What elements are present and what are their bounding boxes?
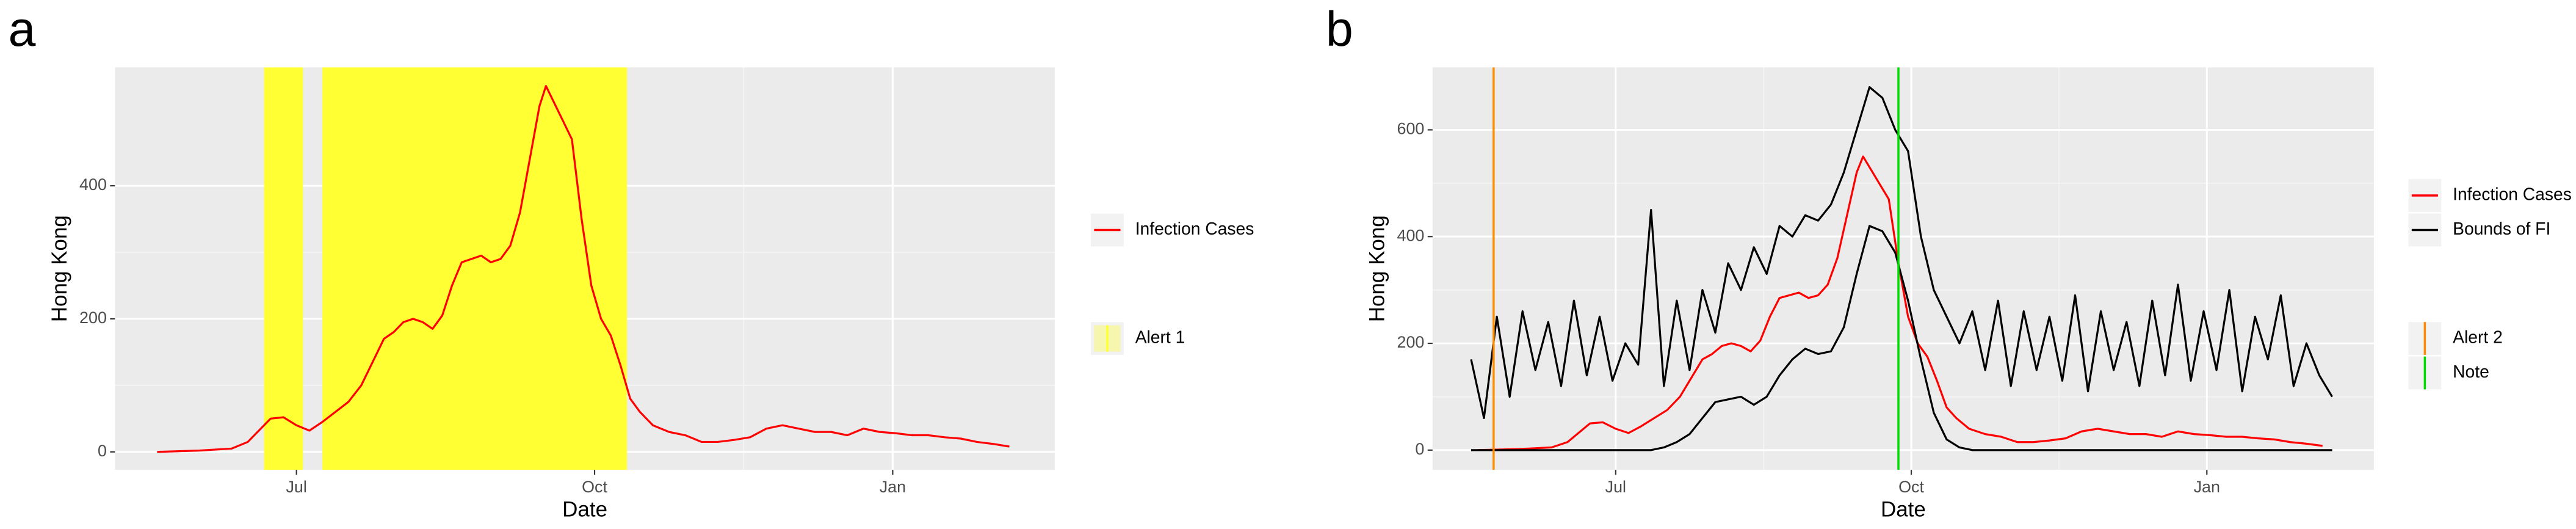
legend-label: Alert 2	[2453, 327, 2503, 346]
series-line	[157, 85, 1010, 453]
series-line	[1477, 155, 2323, 451]
panel-tag: a	[8, 2, 35, 57]
x-axis-title: Date	[562, 498, 607, 522]
y-tick-label: 0	[1415, 440, 1424, 458]
panel-tag: b	[1326, 2, 1353, 57]
legend-label: Infection Cases	[1135, 219, 1254, 238]
plot-area	[157, 67, 1010, 470]
x-axis-title: Date	[1881, 498, 1926, 522]
y-tick-label: 400	[1397, 226, 1424, 244]
y-axis-title: Hong Kong	[1365, 215, 1389, 322]
y-tick-label: 200	[79, 308, 107, 327]
y-tick-label: 200	[1397, 333, 1424, 351]
y-tick-label: 0	[98, 442, 107, 460]
series-line	[1471, 225, 2332, 451]
alert-span	[264, 67, 303, 470]
x-tick-label: Jan	[2194, 478, 2220, 496]
x-tick-label: Jul	[286, 478, 306, 496]
x-tick-label: Oct	[582, 478, 607, 496]
x-tick-label: Jan	[880, 478, 906, 496]
alert-span	[322, 67, 628, 470]
x-tick-label: Jul	[1605, 478, 1626, 496]
plot-area	[1470, 67, 2333, 470]
panel-background	[1432, 67, 2374, 470]
legend-label: Alert 1	[1135, 327, 1185, 346]
legend-label: Bounds of FI	[2453, 219, 2550, 238]
y-axis-title: Hong Kong	[48, 215, 71, 322]
y-tick-label: 400	[79, 175, 107, 194]
x-tick-label: Oct	[1898, 478, 1924, 496]
series-line	[1470, 86, 2333, 420]
y-tick-label: 600	[1397, 120, 1424, 138]
legend-label: Infection Cases	[2453, 184, 2572, 204]
legend-label: Note	[2453, 362, 2489, 381]
